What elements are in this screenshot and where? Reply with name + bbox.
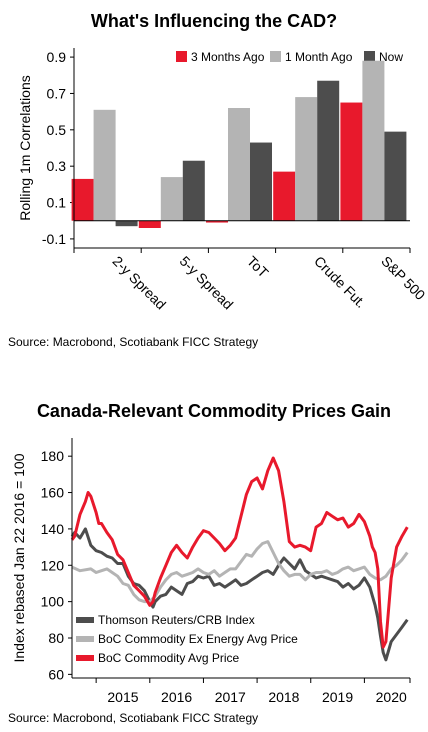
line-boc-commodity-avg-price	[70, 456, 409, 649]
y-tick-label: 140	[41, 521, 65, 537]
y-axis-label: Index rebased Jan 22 2016 = 100	[11, 453, 27, 662]
y-tick-label: 100	[41, 594, 65, 610]
y-axis-ticks: -0.1 0.1 0.3 0.5 0.7 0.9	[42, 49, 74, 247]
bar-1-month-ago-tot	[228, 108, 250, 221]
bar-1-month-ago-crude-fut	[295, 97, 318, 221]
y-tick-label: 0.3	[47, 158, 67, 174]
legend-swatch-boc-commodity-ex-energy-avg-price	[76, 636, 94, 642]
bar-3-months-ago-crude-fut	[273, 171, 296, 221]
bar-3-months-ago-tot	[206, 220, 228, 223]
legend-label-1-month-ago: 1 Month Ago	[285, 50, 353, 64]
legend-label-3-months-ago: 3 Months Ago	[191, 50, 265, 64]
chart-title: What's Influencing the CAD?	[91, 11, 337, 31]
legend-label-thomson-reuters-crb-index: Thomson Reuters/CRB Index	[98, 613, 255, 627]
x-tick-label: S&P 500	[378, 253, 428, 303]
x-tick-label: 2020	[376, 689, 407, 705]
x-tick-label: 2-y Spread	[109, 253, 169, 313]
bar-now-2-y-spread	[115, 220, 138, 227]
legend-label-boc-commodity-ex-energy-avg-price: BoC Commodity Ex Energy Avg Price	[98, 632, 298, 646]
y-tick-label: 180	[41, 448, 65, 464]
series-lines	[70, 456, 409, 662]
x-tick-label: 5-y Spread	[177, 253, 237, 313]
bar-1-month-ago-5-y-spread	[160, 177, 183, 221]
x-tick-label: ToT	[244, 253, 272, 281]
x-tick-label: 2019	[322, 689, 353, 705]
bar-1-month-ago-s-p-500	[362, 60, 385, 221]
x-tick-label: 2016	[161, 689, 192, 705]
chart-legend: Thomson Reuters/CRB Index BoC Commodity E…	[76, 613, 298, 665]
legend-swatch-3-months-ago	[176, 51, 187, 62]
bars	[71, 60, 407, 228]
legend-label-boc-commodity-avg-price: BoC Commodity Avg Price	[98, 651, 239, 665]
x-tick-label: 2018	[268, 689, 299, 705]
source-note: Source: Macrobond, Scotiabank FICC Strat…	[8, 335, 258, 349]
legend-swatch-now	[364, 51, 375, 62]
y-tick-label: 0.5	[47, 122, 67, 138]
y-tick-label: 80	[48, 630, 64, 646]
bar-now-s-p-500	[384, 131, 407, 221]
x-tick-label: 2017	[215, 689, 246, 705]
legend-label-now: Now	[379, 50, 403, 64]
bar-now-tot	[250, 142, 272, 221]
bar-1-month-ago-2-y-spread	[93, 109, 116, 221]
correlation-bar-chart: What's Influencing the CAD? 3 Months Ago…	[8, 11, 428, 349]
bar-3-months-ago-5-y-spread	[138, 220, 161, 228]
x-tick-label: Crude Fut.	[311, 253, 369, 311]
chart-legend: 3 Months Ago 1 Month Ago Now	[176, 50, 403, 64]
y-axis-ticks: 60 80 100 120 140 160 180	[41, 448, 72, 682]
bar-now-crude-fut	[317, 80, 340, 221]
legend-swatch-1-month-ago	[270, 51, 281, 62]
y-tick-label: 120	[41, 557, 65, 573]
bar-3-months-ago-2-y-spread	[71, 178, 94, 221]
y-tick-label: 160	[41, 485, 65, 501]
source-note: Source: Macrobond, Scotiabank FICC Strat…	[8, 711, 258, 725]
x-axis-ticks: 2-y Spread 5-y Spread ToT Crude Fut. S&P 500	[73, 248, 428, 313]
y-tick-label: 60	[48, 666, 64, 682]
legend-swatch-thomson-reuters-crb-index	[76, 617, 94, 623]
line-boc-commodity-ex-energy-avg-price	[71, 540, 409, 604]
y-axis-label: Rolling 1m Correlations	[17, 75, 33, 221]
y-tick-label: 0.9	[47, 49, 67, 65]
y-tick-label: -0.1	[42, 231, 66, 247]
legend-swatch-boc-commodity-avg-price	[76, 655, 94, 661]
x-tick-label: 2015	[107, 689, 138, 705]
x-axis-ticks: 2015 2016 2017 2018 2019 2020	[95, 678, 411, 705]
y-tick-label: 0.1	[47, 195, 67, 211]
y-tick-label: 0.7	[47, 85, 67, 101]
bar-now-5-y-spread	[182, 160, 205, 221]
bar-3-months-ago-s-p-500	[340, 102, 363, 221]
commodity-line-chart: Canada-Relevant Commodity Prices Gain In…	[8, 401, 411, 725]
chart-title: Canada-Relevant Commodity Prices Gain	[37, 401, 391, 421]
